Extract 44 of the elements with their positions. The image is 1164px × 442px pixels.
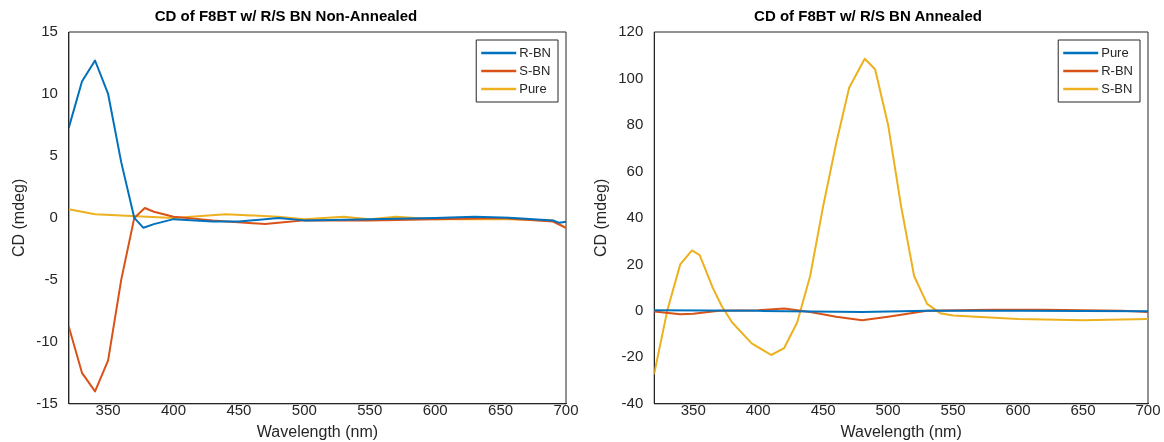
y-tick-label: 15 — [41, 22, 58, 40]
chart-title: CD of F8BT w/ R/S BN Non-Annealed — [154, 7, 418, 25]
x-tick-label: 400 — [745, 400, 771, 418]
x-tick-label: 700 — [1135, 400, 1161, 418]
x-axis-title: Wavelength (nm) — [840, 422, 962, 440]
legend-label: Pure — [1101, 44, 1129, 60]
legend-label: R-BN — [519, 44, 551, 60]
y-tick-label: 0 — [634, 300, 644, 318]
x-tick-label: 350 — [95, 400, 121, 418]
x-tick-label: 350 — [680, 400, 706, 418]
y-tick-label: 10 — [41, 84, 58, 102]
legend-label: R-BN — [1101, 62, 1133, 78]
y-tick-label: 20 — [626, 254, 644, 272]
y-tick-label: -15 — [36, 393, 58, 411]
y-tick-label: 0 — [49, 208, 58, 226]
legend-label: Pure — [519, 80, 547, 96]
y-tick-label: 100 — [618, 68, 644, 86]
y-tick-label: 40 — [626, 208, 644, 226]
y-tick-label: -5 — [44, 270, 58, 288]
x-tick-label: 600 — [422, 400, 448, 418]
y-tick-label: -10 — [36, 331, 58, 349]
y-tick-label: -40 — [621, 393, 644, 411]
legend-label: S-BN — [519, 62, 551, 78]
y-tick-label: 5 — [49, 146, 58, 164]
x-tick-label: 550 — [940, 400, 966, 418]
chart-title: CD of F8BT w/ R/S BN Annealed — [754, 7, 982, 25]
x-tick-label: 650 — [488, 400, 514, 418]
x-tick-label: 400 — [161, 400, 187, 418]
x-axis-title: Wavelength (nm) — [256, 422, 379, 440]
x-tick-label: 500 — [875, 400, 901, 418]
x-tick-label: 600 — [1005, 400, 1031, 418]
y-tick-label: 120 — [618, 22, 644, 40]
x-tick-label: 450 — [226, 400, 252, 418]
y-axis-title: CD (mdeg) — [592, 178, 610, 258]
x-tick-label: 550 — [357, 400, 383, 418]
y-axis-title: CD (mdeg) — [10, 178, 28, 258]
x-tick-label: 700 — [553, 400, 579, 418]
x-tick-label: 500 — [291, 400, 317, 418]
y-tick-label: 60 — [626, 161, 644, 179]
y-tick-label: 80 — [626, 115, 644, 133]
legend-label: S-BN — [1101, 80, 1133, 96]
x-tick-label: 650 — [1070, 400, 1096, 418]
y-tick-label: -20 — [621, 347, 644, 365]
x-tick-label: 450 — [810, 400, 836, 418]
